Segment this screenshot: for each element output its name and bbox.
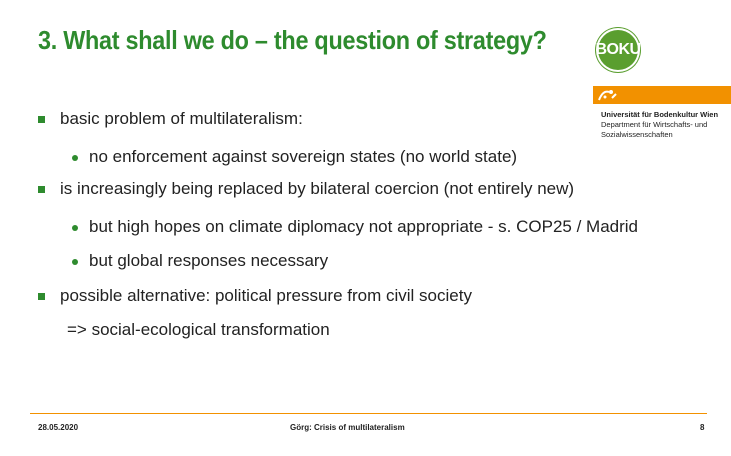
- dot-bullet-icon: [72, 155, 78, 161]
- footer-date: 28.05.2020: [38, 423, 79, 432]
- bullet-3: possible alternative: political pressure…: [60, 286, 472, 305]
- slide-title: 3. What shall we do – the question of st…: [38, 25, 547, 55]
- sub-bullet-3: but global responses necessary: [89, 251, 329, 270]
- department-line-2: Sozialwissenschaften: [601, 130, 673, 139]
- continuation-line: => social-ecological transformation: [67, 320, 330, 339]
- dot-bullet-icon: [72, 225, 78, 231]
- orange-brand-bar: [593, 86, 731, 104]
- square-bullet-icon: [38, 186, 45, 193]
- square-bullet-icon: [38, 293, 45, 300]
- sub-bullet-2: but high hopes on climate diplomacy not …: [89, 217, 639, 236]
- leaf-icon: [598, 90, 617, 101]
- footer-center: Görg: Crisis of multilateralism: [290, 423, 405, 432]
- boku-logo-text: BOKU: [595, 41, 641, 58]
- bullet-1: basic problem of multilateralism:: [60, 109, 303, 128]
- dot-bullet-icon: [72, 259, 78, 265]
- university-name: Universität für Bodenkultur Wien: [601, 110, 719, 119]
- sub-bullet-1: no enforcement against sovereign states …: [89, 147, 518, 166]
- page-number: 8: [700, 423, 705, 432]
- department-line-1: Department für Wirtschafts- und: [601, 120, 708, 129]
- bullet-2: is increasingly being replaced by bilate…: [60, 179, 575, 198]
- boku-logo: BOKU: [595, 28, 641, 72]
- square-bullet-icon: [38, 116, 45, 123]
- university-info: Universität für Bodenkultur Wien Departm…: [601, 110, 718, 140]
- footer-divider: [30, 413, 707, 414]
